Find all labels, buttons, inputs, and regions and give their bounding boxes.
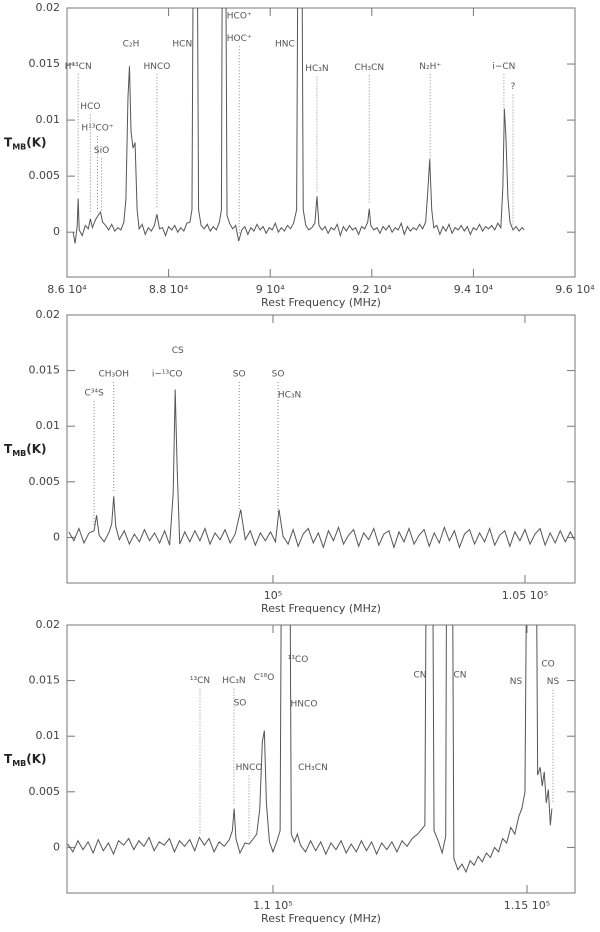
y-axis-label: TMB(K) [4, 442, 47, 458]
panel: 0 0.005 0.01 0.015 0.02 10⁵ 1.05 10⁵ Rest Frequ… [4, 308, 576, 615]
line-label: i−CN [492, 62, 515, 72]
spectrum-line [68, 389, 575, 550]
spectrum-line [72, 8, 525, 244]
line-label: SO [234, 698, 247, 708]
y-tick-label: 0.02 [36, 1, 61, 14]
x-tick-label: 8.8 10⁴ [149, 283, 189, 296]
line-label: SiO [94, 146, 109, 156]
x-tick-label: 8.6 10⁴ [47, 283, 87, 296]
y-tick-label: 0.02 [36, 308, 61, 321]
line-label: i−¹³CO [152, 369, 183, 379]
x-tick-label: 9 10⁴ [256, 283, 285, 296]
line-label: HNC [275, 39, 295, 49]
y-label-main: T [4, 752, 13, 766]
line-label: ¹³CO [288, 655, 309, 665]
line-label: H¹³CO⁺ [81, 123, 113, 133]
line-label: C₂H [123, 39, 140, 49]
y-label-unit: (K) [26, 442, 46, 456]
x-axis-label: Rest Frequency (MHz) [261, 296, 381, 309]
line-label: CS [172, 346, 184, 356]
line-label: CH₃CN [298, 763, 328, 773]
line-label: HCN [172, 39, 192, 49]
line-label: CN [453, 671, 466, 681]
plot-frame [66, 624, 576, 894]
plot-frame [66, 7, 576, 278]
y-tick-label: 0.005 [29, 785, 61, 798]
plot-frame [66, 314, 576, 584]
y-axis-label: TMB(K) [4, 135, 47, 151]
y-label-unit: (K) [26, 752, 46, 766]
line-label: C¹⁸O [254, 673, 275, 683]
y-tick-label: 0 [53, 225, 60, 238]
x-tick-label: 1.15 10⁵ [504, 899, 550, 912]
y-tick-label: 0.01 [36, 113, 61, 126]
y-axis-label: TMB(K) [4, 752, 47, 768]
y-tick-label: 0.005 [29, 169, 61, 182]
y-tick-label: 0.02 [36, 618, 61, 631]
line-label: HNCO [291, 699, 318, 709]
line-label: SO [233, 369, 246, 379]
y-label-sub: MB [12, 142, 26, 151]
line-label: HC₃N [222, 676, 245, 686]
panel: 0 0.005 0.01 0.015 0.02 1.1 10⁵ 1.15 10⁵ Rest F… [4, 618, 576, 925]
line-label: C³⁴S [84, 388, 104, 398]
line-label: HCO [80, 102, 100, 112]
y-label-sub: MB [12, 759, 26, 768]
line-label: HC₃N [278, 391, 301, 401]
y-tick-label: 0.015 [29, 57, 61, 70]
x-axis-label: Rest Frequency (MHz) [261, 912, 381, 925]
line-label: H¹³CN [65, 62, 92, 72]
line-label: HOC⁺ [227, 34, 252, 44]
panel: 0 0.005 0.01 0.015 0.02 8.6 10⁴ 8.8 10⁴ 9 10⁴ 9.… [4, 1, 595, 309]
line-label: HCO⁺ [227, 11, 252, 21]
line-label: NS [510, 677, 523, 687]
line-label: HNCO [236, 763, 263, 773]
line-label: CO [541, 659, 554, 669]
line-label: N₂H⁺ [419, 62, 441, 72]
line-label: NS [547, 677, 560, 687]
y-label-unit: (K) [26, 135, 46, 149]
x-tick-label: 10⁵ [264, 589, 282, 602]
x-tick-label: 1.1 10⁵ [253, 899, 292, 912]
line-label: ¹³CN [190, 676, 210, 686]
y-tick-label: 0.015 [29, 364, 61, 377]
y-tick-label: 0.01 [36, 419, 61, 432]
y-tick-label: 0.005 [29, 475, 61, 488]
x-tick-label: 1.05 10⁵ [502, 589, 548, 602]
line-label: CN [413, 671, 426, 681]
line-label: CH₃CN [354, 63, 384, 73]
spectrum-line [67, 625, 553, 874]
y-label-main: T [4, 135, 13, 149]
line-label: HC₃N [305, 64, 328, 74]
y-tick-label: 0 [53, 840, 60, 853]
x-tick-label: 9.4 10⁴ [454, 283, 494, 296]
x-tick-label: 9.6 10⁴ [555, 283, 595, 296]
x-axis-label: Rest Frequency (MHz) [261, 602, 381, 615]
x-tick-label: 9.2 10⁴ [352, 283, 392, 296]
line-label: HNCO [143, 62, 170, 72]
y-tick-label: 0.01 [36, 729, 61, 742]
y-label-sub: MB [12, 449, 26, 458]
line-label: SO [272, 369, 285, 379]
line-label: CH₃OH [98, 369, 129, 379]
y-tick-label: 0.015 [29, 674, 61, 687]
y-label-main: T [4, 442, 13, 456]
y-tick-label: 0 [53, 530, 60, 543]
line-label: ? [511, 82, 516, 92]
